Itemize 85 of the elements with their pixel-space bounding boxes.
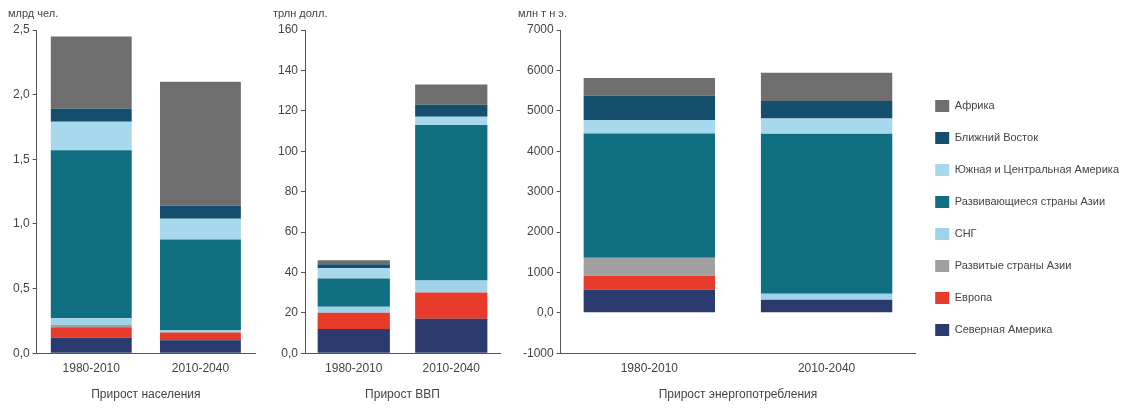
bar xyxy=(317,306,390,313)
bar xyxy=(583,120,715,134)
x-tick-label: 2010-2040 xyxy=(171,360,230,375)
x-tick-label: 1980-2010 xyxy=(620,360,679,375)
legend-label: Развивающиеся страны Азии xyxy=(954,195,1106,208)
y-tick-label: 100 xyxy=(277,143,299,158)
y-tick-label: 60 xyxy=(284,224,299,239)
y-tick-label: 160 xyxy=(277,22,299,37)
bar xyxy=(50,337,132,353)
y-tick-label: 1,5 xyxy=(12,151,30,166)
bar xyxy=(159,205,241,219)
bar xyxy=(159,329,241,333)
y-tick-label: 0,5 xyxy=(12,280,30,295)
bar xyxy=(760,293,893,300)
bar xyxy=(415,318,488,353)
bar xyxy=(317,278,390,307)
legend-label: Развитые страны Азии xyxy=(954,259,1072,272)
y-tick-label: 0,0 xyxy=(281,345,299,360)
bar xyxy=(317,268,390,279)
legend-label: Ближний Восток xyxy=(954,131,1039,144)
bar xyxy=(50,150,132,319)
y-tick-label: 40 xyxy=(284,264,299,279)
y-tick-label: 3000 xyxy=(526,183,555,198)
bar xyxy=(50,327,132,338)
bar xyxy=(317,260,390,265)
bar xyxy=(760,118,893,134)
y-tick-label: 0,0 xyxy=(12,345,30,360)
bar xyxy=(415,116,488,125)
bar xyxy=(583,133,715,258)
bar xyxy=(583,289,715,313)
bar xyxy=(760,133,893,294)
bar xyxy=(583,275,715,290)
y-tick-label: 1000 xyxy=(526,264,555,279)
y-tick-label: 7000 xyxy=(526,22,555,37)
bar xyxy=(583,257,715,276)
bar xyxy=(760,101,893,119)
bar xyxy=(159,340,241,353)
bar xyxy=(415,104,488,117)
bar xyxy=(583,78,715,96)
bar xyxy=(583,95,715,121)
y-tick-label: 80 xyxy=(284,183,299,198)
y-tick-label: 1,0 xyxy=(12,216,30,231)
bar xyxy=(760,72,893,102)
bar xyxy=(159,239,241,330)
y-tick-label: 2,5 xyxy=(12,22,30,37)
legend-label: Африка xyxy=(954,99,996,112)
bar xyxy=(415,84,488,105)
bar xyxy=(760,299,893,313)
x-axis-title: Прирост населения xyxy=(91,387,201,402)
legend-label: Европа xyxy=(954,291,994,304)
y-tick-label: -1000 xyxy=(522,345,555,360)
bar xyxy=(50,36,132,109)
x-axis-title: Прирост ВВП xyxy=(365,387,440,402)
bar xyxy=(415,280,488,293)
y-tick-label: 20 xyxy=(284,305,299,320)
bar xyxy=(50,108,132,122)
bar xyxy=(159,81,241,206)
y-axis-title: млн т н э. xyxy=(518,6,568,19)
y-tick-label: 2,0 xyxy=(12,86,30,101)
y-tick-label: 4000 xyxy=(526,143,555,158)
x-axis-title: Прирост энергопотребления xyxy=(658,387,818,402)
y-tick-label: 5000 xyxy=(526,103,555,118)
x-tick-label: 2010-2040 xyxy=(797,360,856,375)
bar xyxy=(415,124,488,281)
bar xyxy=(317,328,390,353)
bar xyxy=(50,121,132,151)
y-axis-title: млрд чел. xyxy=(8,6,59,19)
legend-label: Южная и Центральная Америка xyxy=(954,163,1120,176)
legend-label: Северная Америка xyxy=(954,323,1054,336)
y-tick-label: 2000 xyxy=(526,224,555,239)
bar xyxy=(317,312,390,329)
bar xyxy=(415,292,488,319)
legend-label: СНГ xyxy=(954,227,977,240)
y-tick-label: 140 xyxy=(277,62,299,77)
bar xyxy=(159,218,241,240)
bar xyxy=(50,318,132,325)
x-tick-label: 1980-2010 xyxy=(325,360,383,375)
y-axis-title: трлн долл. xyxy=(273,6,328,19)
y-tick-label: 0,0 xyxy=(537,305,555,320)
x-tick-label: 1980-2010 xyxy=(62,360,121,375)
bar xyxy=(159,332,241,341)
x-tick-label: 2010-2040 xyxy=(422,360,481,375)
bar xyxy=(317,264,390,269)
y-tick-label: 6000 xyxy=(526,62,555,77)
y-tick-label: 120 xyxy=(277,103,299,118)
